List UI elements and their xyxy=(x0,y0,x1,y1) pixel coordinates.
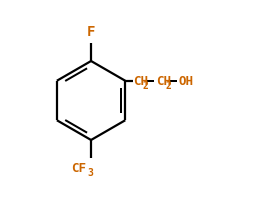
Text: 2: 2 xyxy=(143,81,148,91)
Text: CH: CH xyxy=(133,75,148,88)
Text: 2: 2 xyxy=(165,81,171,91)
Text: F: F xyxy=(87,25,95,39)
Text: OH: OH xyxy=(178,75,193,88)
Text: CH: CH xyxy=(156,75,171,88)
Text: 3: 3 xyxy=(87,167,93,177)
Text: CF: CF xyxy=(71,161,86,174)
